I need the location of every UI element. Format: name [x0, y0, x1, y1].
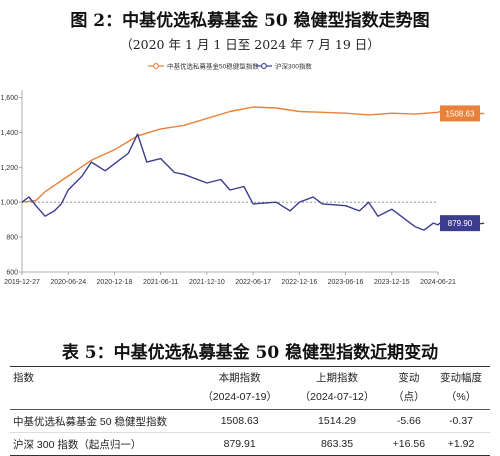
row-previous: 863.35: [288, 432, 386, 456]
row-change-pct: +1.92: [432, 432, 490, 456]
header-change-pct-unit: （%）: [432, 388, 490, 410]
line-chart: 中基优选私募基金50稳健型指数 沪深300指数 600 800 1,000 1,200 1…: [0, 62, 485, 286]
legend-label-1: 沪深300指数: [275, 62, 312, 71]
table-row: 沪深 300 指数（起点归一） 879.91 863.35 +16.56 +1.…: [10, 432, 490, 456]
x-tick-label: 2021-12-10: [189, 279, 225, 286]
y-tick-label: 1,600: [0, 95, 18, 102]
header-previous-date: （2024-07-12）: [288, 388, 386, 410]
legend: 中基优选私募基金50稳健型指数 沪深300指数: [148, 62, 312, 71]
table-row: 中基优选私募基金 50 稳健型指数 1508.63 1514.29 -5.66 …: [10, 409, 490, 433]
x-tick-label: 2023-06-16: [328, 279, 364, 286]
x-tick-label: 2021-06-11: [143, 279, 178, 286]
x-tick-label: 2022-12-16: [281, 279, 317, 286]
figure-title: 图 2：中基优选私募基金 50 稳健型指数走势图: [70, 11, 430, 31]
header-index: 指数: [10, 366, 191, 388]
row-name: 中基优选私募基金 50 稳健型指数: [10, 409, 191, 433]
legend-swatch-marker-1: [261, 63, 267, 69]
header-index-sub: [10, 388, 191, 410]
table-header-row: 指数 本期指数 上期指数 变动 变动幅度: [10, 366, 490, 388]
end-label-1: 879.90: [448, 219, 473, 228]
row-change: -5.66: [385, 409, 433, 433]
x-tick-label: 2020-12-18: [97, 279, 133, 286]
table-header-subrow: （2024-07-19） （2024-07-12） （点） （%）: [10, 388, 490, 410]
legend-label-0: 中基优选私募基金50稳健型指数: [167, 62, 259, 71]
y-tick-label: 1,400: [0, 130, 18, 137]
header-change: 变动: [385, 366, 433, 388]
header-change-pct: 变动幅度: [432, 366, 490, 388]
plot-area: 600 800 1,000 1,200 1,400 1,600 2019-12-27 2020…: [0, 90, 485, 286]
end-label-box-0: [440, 105, 480, 122]
y-tick-label: 800: [6, 235, 18, 242]
x-tick-label: 2022-06-17: [235, 279, 271, 286]
y-tick-label: 1,000: [0, 200, 18, 207]
row-current: 1508.63: [191, 409, 289, 433]
header-previous: 上期指数: [288, 366, 386, 388]
end-label-0: 1508.63: [446, 109, 475, 118]
index-change-table: 指数 本期指数 上期指数 变动 变动幅度 （2024-07-19） （2024-…: [10, 366, 490, 456]
x-tick-label: 2023-12-15: [374, 279, 410, 286]
row-previous: 1514.29: [288, 409, 386, 433]
end-label-box-1: [440, 215, 480, 232]
row-name: 沪深 300 指数（起点归一）: [10, 432, 191, 456]
x-tick-label: 2024-06-21: [420, 279, 456, 286]
table-title: 表 5：中基优选私募基金 50 稳健型指数近期变动: [61, 343, 439, 363]
y-tick-label: 600: [6, 270, 18, 277]
row-current: 879.91: [191, 432, 289, 456]
series-line-0: [21, 106, 485, 203]
legend-swatch-marker-0: [153, 63, 159, 69]
series-line-1: [21, 133, 485, 231]
header-change-unit: （点）: [385, 388, 433, 410]
figure-subtitle: （2020 年 1 月 1 日至 2024 年 7 月 19 日）: [120, 37, 380, 52]
row-change-pct: -0.37: [432, 409, 490, 433]
row-change: +16.56: [385, 432, 433, 456]
header-current: 本期指数: [191, 366, 289, 388]
x-tick-label: 2020-06-24: [50, 279, 86, 286]
header-current-date: （2024-07-19）: [191, 388, 289, 410]
y-tick-label: 1,200: [0, 165, 18, 172]
x-tick-label: 2019-12-27: [4, 279, 40, 286]
